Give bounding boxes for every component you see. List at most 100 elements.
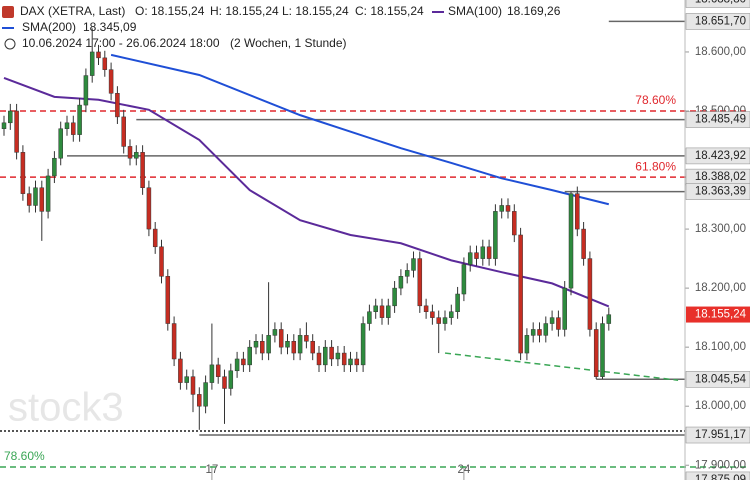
candle-body	[146, 187, 152, 230]
candle-body	[568, 193, 574, 289]
candle-body	[278, 329, 284, 348]
watermark: stock3	[8, 386, 124, 430]
candle-body	[209, 364, 215, 383]
candle-body	[335, 352, 341, 360]
candle-body	[184, 376, 189, 383]
candle-body	[329, 346, 334, 360]
candle-body	[1, 122, 7, 129]
sma-line	[110, 53, 610, 206]
candle-body	[518, 234, 523, 354]
candle-body	[203, 382, 208, 407]
candle-body	[323, 346, 328, 366]
candle-body	[215, 364, 221, 377]
candle-body	[159, 246, 164, 277]
candle-body	[197, 394, 202, 407]
candle-body	[316, 352, 322, 366]
candle-body	[543, 323, 549, 336]
y-tick-label: 18.100,00	[695, 341, 746, 353]
candle-body	[310, 341, 315, 354]
sma200-label: SMA(200)	[22, 20, 76, 34]
candle-body	[360, 323, 366, 366]
candle-body	[71, 122, 76, 135]
candle-body	[348, 358, 353, 366]
y-tick-label: 18.600,00	[695, 46, 746, 58]
candle-body	[260, 341, 265, 354]
level-tag	[685, 0, 750, 8]
candle-body	[493, 211, 498, 259]
candle-body	[575, 193, 580, 230]
candle-body	[247, 346, 252, 366]
candle-body	[285, 341, 290, 348]
price-axis: 17.900,00 18.000,00 18.100,00 18.200,00 18.3…	[684, 0, 750, 480]
y-tick-label: 18.300,00	[695, 223, 746, 235]
candle-body	[474, 252, 479, 259]
sma100-value: 18.169,26	[507, 4, 561, 18]
candle-body	[530, 329, 536, 336]
candle-body	[140, 152, 145, 188]
candle-body	[442, 317, 448, 324]
candle-body	[33, 187, 38, 206]
level-tag-label: 18.363,39	[695, 186, 746, 198]
level-tag-label: 18.688,80	[695, 0, 746, 6]
sma-line	[3, 76, 610, 308]
level-tag	[685, 183, 750, 200]
candle-body	[373, 305, 378, 312]
candle-body	[606, 314, 612, 324]
candle-body	[108, 69, 114, 94]
symbol-icon	[2, 6, 14, 18]
candle-body	[392, 287, 397, 307]
candle-body	[83, 75, 89, 106]
candle-body	[228, 370, 234, 389]
candle-body	[436, 317, 441, 324]
candle-body	[587, 258, 593, 330]
level-tag-label: 18.045,54	[695, 373, 747, 385]
level-tag	[685, 371, 750, 388]
candle-body	[121, 116, 126, 147]
sma100-label: SMA(100)	[448, 4, 502, 18]
candle-body	[524, 335, 530, 354]
candle-body	[20, 152, 26, 194]
candle-body	[26, 193, 32, 206]
open: O: 18.155,24	[135, 4, 205, 18]
candle-body	[241, 358, 246, 366]
candle-body	[600, 323, 605, 377]
x-tick-label: 17	[206, 464, 219, 476]
candle-body	[152, 228, 158, 248]
period: (2 Wochen, 1 Stunde)	[230, 36, 347, 50]
candle-body	[14, 110, 19, 153]
candle-body	[58, 128, 63, 159]
candle-body	[222, 376, 227, 389]
candle-body	[480, 246, 486, 259]
trendline	[444, 352, 679, 381]
fib-label: 78.60%	[635, 93, 676, 107]
y-tick-label: 18.000,00	[695, 400, 746, 412]
candle-body	[505, 205, 511, 212]
candle-body	[398, 276, 404, 289]
header: DAX (XETRA, Last) O: 18.155,24 H: 18.155…	[2, 4, 561, 50]
y-tick-label: 18.200,00	[695, 282, 746, 294]
candle-body	[430, 311, 435, 318]
candle-body	[190, 376, 196, 395]
candle-body	[64, 122, 70, 129]
candle-body	[449, 311, 454, 318]
candle-body	[404, 270, 410, 277]
candle-body	[367, 311, 372, 324]
candle-body	[455, 293, 460, 312]
current-tag	[686, 306, 750, 323]
clock-icon	[4, 38, 16, 50]
x-tick-label: 24	[458, 464, 471, 476]
candle-body	[379, 305, 385, 318]
candle-body	[423, 305, 429, 312]
candle-body	[96, 51, 101, 59]
candle-body	[45, 175, 51, 212]
level-tag-label: 18.485,49	[695, 114, 746, 126]
candle-body	[341, 352, 347, 366]
level-tag	[685, 111, 750, 128]
candle-body	[549, 317, 555, 324]
level-tag-label: 17.875,09	[695, 474, 746, 480]
level-tag-label: 17.951,17	[695, 429, 746, 441]
close: C: 18.155,24	[355, 4, 424, 18]
candle-body	[512, 211, 517, 236]
candle-body	[253, 341, 259, 348]
